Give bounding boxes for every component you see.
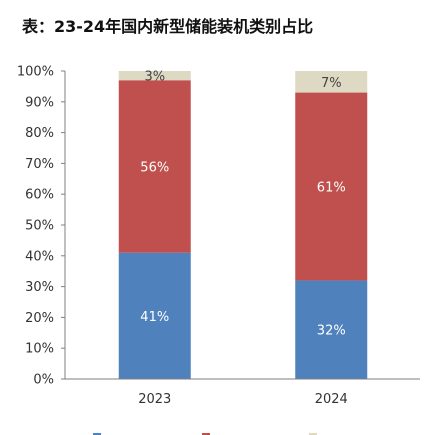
x-axis: 2023 2024 [65,378,420,407]
bar-segment [295,71,368,93]
bar-segment [118,252,191,379]
legend-swatch [202,433,210,435]
chart-title: 表：23-24年国内新型储能装机类别占比 [22,17,314,36]
x-tick-label: 2023 [138,392,171,407]
data-label: 3% [144,70,165,85]
y-tick-label: 50% [25,219,54,234]
y-tick-label: 80% [25,126,54,141]
data-label: 61% [317,181,346,196]
data-label: 32% [317,324,346,339]
bar-segment [118,71,191,81]
data-label: 41% [140,310,169,325]
x-tick-label: 2024 [315,392,348,407]
legend [93,433,317,435]
data-label: 7% [321,76,342,91]
y-tick-label: 60% [25,188,54,203]
y-tick-label: 20% [25,311,54,326]
bars: 41% 56% 3% 32% 61% 7% [118,70,368,379]
legend-swatch [93,433,101,435]
legend-swatch [309,433,317,435]
bar-segment [295,280,368,379]
y-tick-label: 100% [17,65,54,80]
y-tick-label: 70% [25,157,54,172]
y-tick-label: 0% [33,373,54,388]
data-label: 56% [140,160,169,175]
y-tick-label: 30% [25,280,54,295]
bar-segment [118,80,191,253]
y-tick-label: 40% [25,249,54,264]
y-axis: 0% 10% 20% 30% 40% 50% 60% 70% 80% 90% 100% [17,65,66,388]
bar-segment [295,92,368,281]
y-tick-label: 90% [25,95,54,110]
y-tick-label: 10% [25,342,54,357]
